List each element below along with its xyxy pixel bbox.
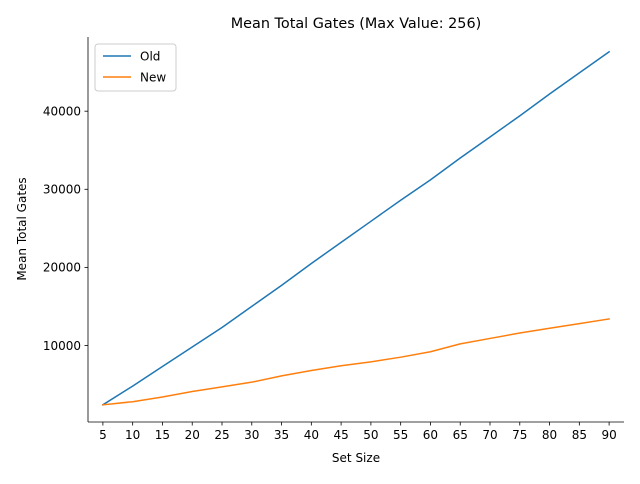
x-tick-label: 90: [601, 428, 616, 442]
y-tick-label: 10000: [43, 339, 81, 353]
x-tick-label: 50: [363, 428, 378, 442]
x-tick-label: 65: [453, 428, 468, 442]
legend: Old New: [94, 43, 177, 92]
x-tick-label: 55: [393, 428, 408, 442]
series-line-new: [102, 318, 610, 406]
legend-label-old: Old: [140, 49, 160, 63]
x-tick-label: 80: [542, 428, 557, 442]
y-tick-label: 30000: [43, 183, 81, 197]
x-tick-label: 60: [423, 428, 438, 442]
x-tick-label: 25: [214, 428, 229, 442]
x-tick-label: 70: [482, 428, 497, 442]
series-line-old: [101, 50, 611, 406]
x-tick-label: 10: [125, 428, 140, 442]
x-tick-label: 20: [185, 428, 200, 442]
chart-title: Mean Total Gates (Max Value: 256): [231, 16, 481, 32]
plot-area: 5 10 15 20 25 30 35 40 45 50 55 60 65 70 75 80 85 90 10000…: [43, 37, 624, 442]
x-tick-label: 15: [155, 428, 170, 442]
x-tick-label: 45: [333, 428, 348, 442]
legend-label-new: New: [140, 70, 166, 84]
x-tick-label: 5: [99, 428, 107, 442]
y-tick-label: 20000: [43, 261, 81, 275]
x-tick-label: 75: [512, 428, 527, 442]
x-axis-label: Set Size: [332, 451, 380, 465]
x-tick-label: 40: [304, 428, 319, 442]
x-tick-label: 30: [244, 428, 259, 442]
x-tick-label: 85: [572, 428, 587, 442]
x-tick-label: 35: [274, 428, 289, 442]
y-tick-label: 40000: [43, 104, 81, 118]
y-axis-label: Mean Total Gates: [15, 177, 29, 280]
